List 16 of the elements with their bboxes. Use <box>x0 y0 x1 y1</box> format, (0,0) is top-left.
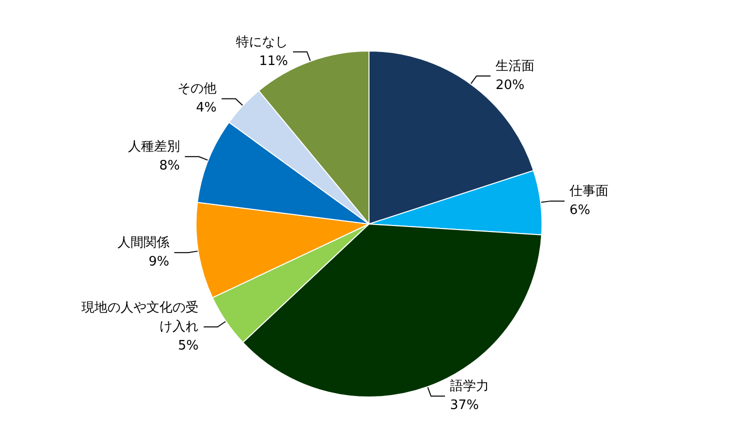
slice-label: 特になし <box>236 34 288 50</box>
slice-label: 仕事面 <box>568 184 609 200</box>
slice-label: その他 <box>178 82 217 97</box>
slice-label: 生活面 <box>496 58 535 74</box>
slice-label: 人種差別 <box>128 140 180 155</box>
data-label: 20% <box>496 78 524 93</box>
data-label: 5% <box>178 338 199 354</box>
data-label: 8% <box>159 158 180 174</box>
data-label: 11% <box>259 54 288 69</box>
data-label: 37% <box>450 398 479 414</box>
slice-label: 語学力 <box>450 379 489 394</box>
slice-label: 人間関係 <box>117 236 170 251</box>
data-label: 9% <box>148 254 170 270</box>
data-label: 6% <box>570 203 590 218</box>
slice-label: 現地の人や文化の受け入れ <box>82 300 199 334</box>
data-label: 4% <box>196 100 217 116</box>
